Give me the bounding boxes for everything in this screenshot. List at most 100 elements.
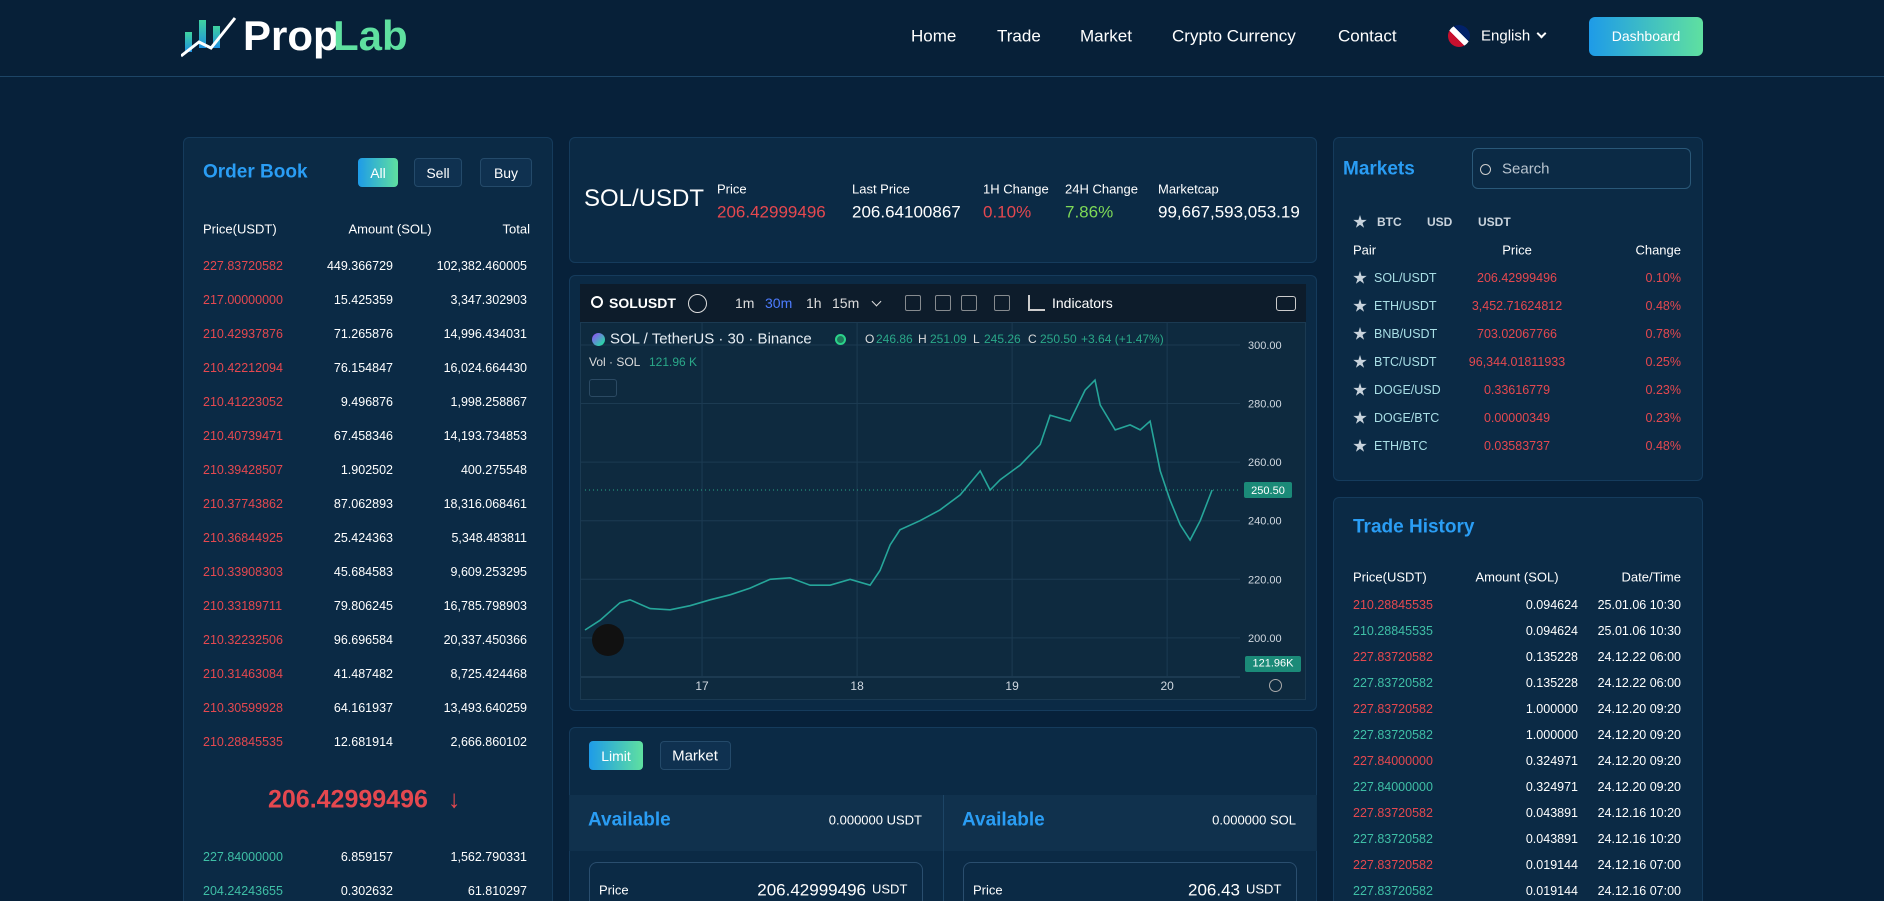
camera-icon[interactable] xyxy=(1276,296,1296,311)
book-price[interactable]: 210.33189711 xyxy=(203,598,283,613)
chart-area xyxy=(580,322,1306,700)
x-tick-label: 20 xyxy=(1160,679,1174,693)
ohlc-change: +3.64 (+1.47%) xyxy=(1081,332,1164,346)
tab-label[interactable]: Limit xyxy=(601,748,631,764)
collapse-button[interactable] xyxy=(589,379,617,397)
stat-label: Last Price xyxy=(852,181,910,197)
price-input[interactable] xyxy=(589,862,923,901)
toolbar-icon[interactable] xyxy=(935,295,951,311)
nav-link[interactable]: Trade xyxy=(997,26,1041,46)
ohlc-key: H xyxy=(918,332,927,346)
book-price[interactable]: 210.32232506 xyxy=(203,632,283,647)
tab-label[interactable]: Market xyxy=(672,747,718,765)
book-price[interactable]: 210.41223052 xyxy=(203,394,283,409)
book-price[interactable]: 227.84000000 xyxy=(203,849,283,864)
markets-panel xyxy=(1333,137,1703,481)
interval[interactable]: 1m xyxy=(735,295,755,311)
pair[interactable]: SOL/USDT xyxy=(1374,270,1437,285)
language-select[interactable]: English xyxy=(1481,27,1531,45)
market-filter[interactable]: USD xyxy=(1427,215,1453,229)
book-price[interactable]: 210.37743862 xyxy=(203,496,283,511)
trade-price: 210.28845535 xyxy=(1353,623,1433,638)
trade-price: 227.83720582 xyxy=(1353,701,1433,716)
trade-time: 24.12.16 10:20 xyxy=(1597,805,1681,820)
limit-tab[interactable] xyxy=(589,741,643,770)
divider xyxy=(943,795,944,901)
book-price[interactable]: 210.42937876 xyxy=(203,326,283,341)
book-price[interactable]: 210.30599928 xyxy=(203,700,283,715)
column-header: Price(USDT) xyxy=(1353,569,1427,585)
nav-link[interactable]: Home xyxy=(911,26,957,46)
book-price[interactable]: 204.24243655 xyxy=(203,883,283,898)
book-price[interactable]: 210.40739471 xyxy=(203,428,283,443)
pair[interactable]: DOGE/USD xyxy=(1374,382,1441,397)
interval[interactable]: 30m xyxy=(765,295,793,311)
trade-amount: 1.000000 xyxy=(1525,727,1578,742)
toolbar-icon[interactable] xyxy=(961,295,977,311)
interval[interactable]: 15m xyxy=(832,295,860,311)
market-filter[interactable]: USDT xyxy=(1478,215,1511,229)
pair[interactable]: ETH/BTC xyxy=(1374,438,1428,453)
filter-label[interactable]: Sell xyxy=(426,165,450,181)
filter-button[interactable] xyxy=(414,158,462,187)
y-tick-label: 220.00 xyxy=(1248,574,1282,586)
book-amount: 76.154847 xyxy=(333,360,393,375)
book-price[interactable]: 210.39428507 xyxy=(203,462,283,477)
book-total: 13,493.640259 xyxy=(443,700,527,715)
market-tab[interactable] xyxy=(660,741,731,770)
column-header: Amount (SOL) xyxy=(348,221,432,237)
pair[interactable]: DOGE/BTC xyxy=(1374,410,1440,425)
column-header: Pair xyxy=(1353,242,1377,258)
trade-time: 24.12.20 09:20 xyxy=(1597,779,1681,794)
market-price: 96,344.01811933 xyxy=(1468,354,1566,369)
input-value[interactable]: 206.43 xyxy=(1188,880,1240,900)
trade-time: 24.12.22 06:00 xyxy=(1597,649,1681,664)
book-price[interactable]: 227.83720582 xyxy=(203,258,283,273)
book-price[interactable]: 210.31463084 xyxy=(203,666,283,681)
book-price[interactable]: 210.42212094 xyxy=(203,360,283,375)
filter-button[interactable] xyxy=(358,158,398,187)
nav-link[interactable]: Crypto Currency xyxy=(1172,26,1296,46)
market-filter[interactable]: BTC xyxy=(1377,215,1402,229)
symbol-logo xyxy=(592,333,605,346)
filter-label[interactable]: Buy xyxy=(493,165,519,181)
book-price[interactable]: 210.33908303 xyxy=(203,564,283,579)
search-box[interactable] xyxy=(1472,148,1691,189)
filter-button[interactable] xyxy=(480,158,532,187)
pair[interactable]: ETH/USDT xyxy=(1374,298,1437,313)
add-icon[interactable] xyxy=(688,294,707,313)
toolbar-icon[interactable] xyxy=(994,295,1010,311)
symbol[interactable]: SOLUSDT xyxy=(609,295,676,311)
filter-label[interactable]: All xyxy=(370,165,386,181)
price-input[interactable] xyxy=(963,862,1297,901)
nav-link[interactable]: Contact xyxy=(1338,26,1397,46)
book-price[interactable]: 210.28845535 xyxy=(203,734,283,749)
trade-time: 25.01.06 10:30 xyxy=(1597,597,1681,612)
last-price-tag xyxy=(1244,481,1292,498)
ohlc-key: O xyxy=(865,332,875,346)
trade-price: 227.83720582 xyxy=(1353,649,1433,664)
interval[interactable]: 1h xyxy=(806,295,822,311)
market-change: 0.48% xyxy=(1645,438,1681,453)
column-header: Change xyxy=(1635,242,1681,258)
trade-price: 210.28845535 xyxy=(1353,597,1433,612)
last-price: 206.42999496 xyxy=(268,785,428,814)
pair[interactable]: BNB/USDT xyxy=(1374,326,1438,341)
dashboard-label[interactable]: Dashboard xyxy=(1611,28,1681,44)
book-price[interactable]: 210.36844925 xyxy=(203,530,283,545)
input-value[interactable]: 206.42999496 xyxy=(757,880,866,900)
search-placeholder[interactable]: Search xyxy=(1502,160,1550,178)
settings-icon[interactable] xyxy=(1269,679,1282,692)
toolbar-icon[interactable] xyxy=(905,295,921,311)
nav-link[interactable]: Market xyxy=(1080,26,1132,46)
indicators-button[interactable]: Indicators xyxy=(1052,295,1113,311)
pair-name: SOL/USDT xyxy=(584,185,705,212)
pair[interactable]: BTC/USDT xyxy=(1374,354,1437,369)
book-price[interactable]: 217.00000000 xyxy=(203,292,283,307)
market-price: 0.00000349 xyxy=(1483,410,1551,425)
order-book-panel xyxy=(183,137,553,901)
dashboard-button[interactable] xyxy=(1589,17,1703,56)
ohlc-value: 251.09 xyxy=(930,332,967,346)
indicator-icon[interactable] xyxy=(1028,295,1045,311)
